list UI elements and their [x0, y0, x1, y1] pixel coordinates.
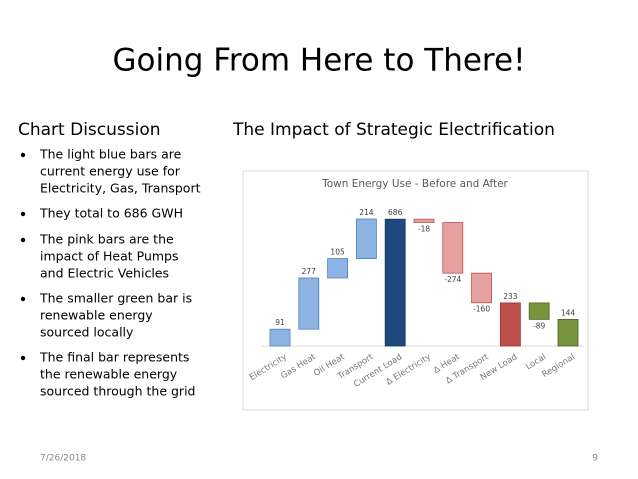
- bullet-text: and Electric Vehicles: [40, 266, 169, 281]
- bullet-list: The light blue bars are current energy us…: [20, 147, 201, 399]
- bullet-text: The pink bars are the: [39, 232, 174, 247]
- page-number: 9: [592, 454, 598, 464]
- bar: [298, 277, 320, 330]
- bullet-text: The final bar represents: [39, 350, 189, 365]
- data-label: 233: [503, 292, 518, 301]
- data-label: 144: [561, 308, 576, 317]
- bullet-dot: [20, 152, 26, 158]
- data-label: -89: [533, 321, 545, 330]
- bar: [413, 218, 435, 223]
- data-label: -274: [444, 275, 461, 284]
- bullet-text: The smaller green bar is: [39, 291, 192, 306]
- data-label: 91: [275, 318, 285, 327]
- bar: [327, 258, 349, 279]
- bullet-dot: [20, 296, 26, 302]
- bullet-text: renewable energy: [40, 308, 153, 323]
- bar: [384, 218, 406, 347]
- bullet-text: Electricity, Gas, Transport: [40, 181, 201, 196]
- bullet-text: They total to 686 GWH: [39, 206, 183, 221]
- bullet-text: the renewable energy: [40, 367, 178, 382]
- bullet-dot: [20, 237, 26, 243]
- data-label: -18: [418, 225, 430, 234]
- bar: [528, 302, 550, 320]
- data-label: 105: [330, 248, 345, 257]
- bar: [442, 222, 464, 274]
- data-label: 686: [388, 208, 403, 217]
- data-label: -160: [473, 305, 490, 314]
- bullet-dot: [20, 211, 26, 217]
- bullet-text: current energy use for: [40, 164, 181, 179]
- bullet-dot: [20, 355, 26, 361]
- bar: [499, 302, 521, 347]
- bar: [471, 272, 493, 304]
- right-heading: The Impact of Strategic Electrification: [232, 120, 555, 140]
- bar: [269, 328, 291, 347]
- data-label: 214: [359, 208, 374, 217]
- bar: [557, 318, 579, 347]
- bullet-text: sourced through the grid: [40, 384, 195, 399]
- left-heading: Chart Discussion: [18, 120, 161, 140]
- date: 7/26/2018: [40, 454, 86, 464]
- slide-title: Going From Here to There!: [112, 43, 525, 79]
- bullet-text: sourced locally: [40, 325, 134, 340]
- chart-title: Town Energy Use - Before and After: [321, 178, 508, 190]
- bullet-text: impact of Heat Pumps: [40, 249, 179, 264]
- bar: [355, 218, 377, 259]
- data-label: 277: [302, 267, 317, 276]
- bullet-text: The light blue bars are: [39, 147, 182, 162]
